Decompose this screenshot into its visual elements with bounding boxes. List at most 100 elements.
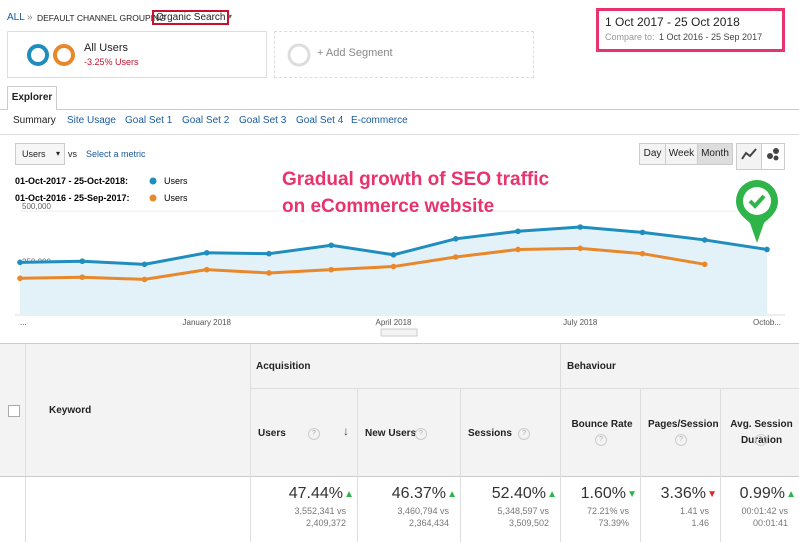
metric-select-text: Users [22, 149, 46, 159]
chart: 01-Oct-2017 - 25-Oct-2018: Users 01-Oct-20… [15, 176, 785, 337]
current-value: 3,552,341 [294, 506, 335, 516]
subtab[interactable]: E-commerce [351, 115, 408, 126]
breadcrumb-all[interactable]: ALL [7, 12, 25, 23]
segment-name: All Users [84, 42, 129, 54]
current-value: 1.41 [679, 506, 698, 516]
help-icon: ? [308, 428, 320, 440]
area [20, 227, 767, 315]
metric-select[interactable]: Users ▾ [15, 143, 65, 165]
scroll-handle [380, 328, 418, 337]
comparison: 3,460,794 vs 2,364,434 [397, 505, 449, 529]
comparison-line: 5,348,597 vs [497, 505, 549, 517]
tab-rule [0, 109, 799, 110]
point [266, 250, 272, 257]
comparison: 72.21% vs 73.39% [587, 505, 629, 529]
column-rule [720, 388, 721, 542]
point [141, 276, 148, 283]
header-rule [250, 388, 799, 389]
current-value: 5,348,597 [497, 506, 538, 516]
point [701, 261, 708, 268]
comparison: 00:01:42 vs 00:01:41 [741, 505, 788, 529]
explorer-tab[interactable]: Explorer [7, 86, 57, 110]
group-header: Acquisition [256, 361, 311, 372]
legend-period: 01-Oct-2016 - 25-Sep-2017: [15, 193, 130, 203]
change-value: 46.37% [391, 485, 446, 502]
legend-swatch [149, 194, 157, 202]
subtab[interactable]: Goal Set 3 [239, 115, 287, 126]
granularity-button[interactable]: Month [697, 143, 733, 165]
vs-text: vs [620, 506, 629, 516]
segment-icon [27, 44, 75, 66]
column-header[interactable]: Pages/Session [648, 419, 719, 430]
previous-value: 00:01:41 [752, 518, 788, 528]
column-header[interactable]: Users [258, 428, 286, 439]
subtab[interactable]: Goal Set 1 [125, 115, 173, 126]
legend-period: 01-Oct-2017 - 25-Oct-2018: [15, 176, 128, 186]
comparison-line: 00:01:42 vs [741, 505, 788, 517]
trend-arrow: ▲ [447, 489, 457, 500]
column-rule [357, 388, 358, 542]
column-header[interactable]: New Users [365, 428, 417, 439]
column-rule [25, 344, 26, 542]
point [79, 258, 86, 265]
breadcrumb-separator: » [27, 12, 33, 23]
subtab-rule [0, 134, 799, 135]
comparison-line: 3,552,341 vs [294, 505, 346, 517]
granularity-button[interactable]: Week [665, 143, 698, 165]
granularity-button[interactable]: Day [639, 143, 666, 165]
row-checkbox[interactable] [8, 405, 20, 417]
trend-arrow: ▼ [627, 489, 637, 500]
trend-arrow: ▲ [547, 489, 557, 500]
comparison-line: 1.41 vs [680, 505, 709, 517]
date-range-box[interactable]: 1 Oct 2017 - 25 Oct 2018 Compare to: 1 O… [596, 8, 785, 52]
trend-arrow: ▲ [344, 489, 354, 500]
point [390, 263, 397, 270]
dots-icon [767, 148, 779, 161]
point [203, 249, 210, 256]
x-tick-label: April 2018 [375, 318, 412, 327]
x-tick-label: Octob... [753, 318, 781, 327]
keyword-header[interactable]: Keyword [49, 405, 92, 416]
x-tick-label: ... [20, 318, 27, 327]
x-tick-label: July 2018 [563, 318, 598, 327]
segment-card[interactable]: All Users -3.25% Users [7, 31, 267, 78]
vs-text: vs [779, 506, 788, 516]
line-chart-button[interactable] [736, 143, 762, 170]
point [515, 228, 521, 235]
previous-value: 2,409,372 [305, 518, 346, 528]
subtab[interactable]: Goal Set 4 [296, 115, 344, 126]
change-value: 3.36% [660, 485, 706, 502]
previous-value: 3,509,502 [508, 518, 549, 528]
vs-text: vs [700, 506, 709, 516]
subtab[interactable]: Site Usage [67, 115, 116, 126]
trend-arrow: ▲ [786, 489, 796, 500]
subtab[interactable]: Summary [13, 115, 56, 126]
previous-value: 2,364,434 [408, 518, 449, 528]
select-metric[interactable]: Select a metric [86, 149, 146, 159]
column-rule [640, 388, 641, 542]
compare-label: Compare to: [605, 32, 655, 42]
previous-value: 1.46 [691, 518, 709, 528]
help-icon: ? [518, 428, 530, 440]
point [328, 266, 335, 273]
annotation-line: Gradual growth of SEO traffic [282, 169, 550, 190]
current-value: 72.21% [586, 506, 618, 516]
breadcrumb-selected[interactable]: Organic Search [152, 10, 230, 25]
point [764, 246, 770, 253]
current-value: 3,460,794 [397, 506, 438, 516]
caret: ▾ [55, 149, 60, 158]
legend-name: Users [164, 176, 188, 186]
legend-swatch [149, 177, 157, 185]
motion-chart-button[interactable] [761, 143, 785, 170]
vs-text: vs [68, 149, 77, 159]
point [17, 259, 23, 266]
point [266, 270, 272, 276]
comparison: 5,348,597 vs 3,509,502 [497, 505, 549, 529]
subtab[interactable]: Goal Set 2 [182, 115, 230, 126]
column-header[interactable]: Bounce Rate [571, 419, 633, 430]
add-segment: + Add Segment [317, 47, 393, 59]
add-segment-card[interactable]: + Add Segment [274, 31, 534, 78]
point [390, 251, 397, 258]
column-header[interactable]: Sessions [468, 428, 512, 439]
